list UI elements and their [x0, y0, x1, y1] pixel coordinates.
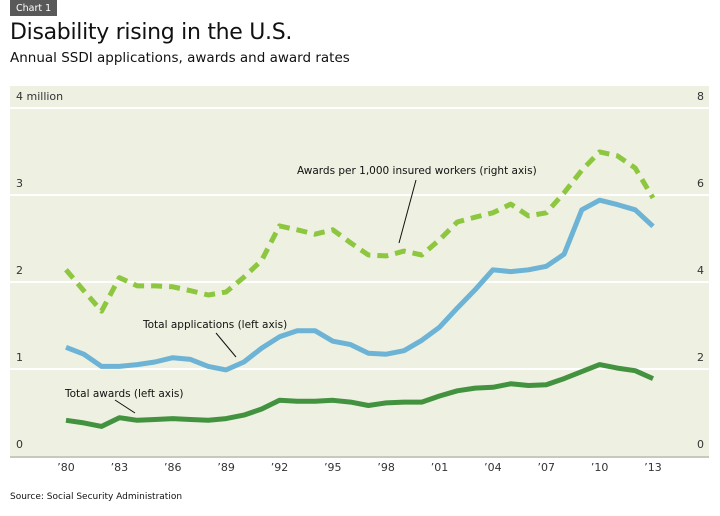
x-tick-label: ’80	[57, 461, 75, 474]
x-tick-label: ’01	[431, 461, 449, 474]
x-tick-label: ’13	[644, 461, 662, 474]
chart-title: Disability rising in the U.S.	[10, 20, 293, 45]
x-tick-label: ’98	[377, 461, 395, 474]
x-tick-label: ’10	[591, 461, 609, 474]
x-tick-label: ’83	[111, 461, 129, 474]
y-tick-label-left: 1	[16, 351, 23, 364]
annotation-leader-line	[398, 179, 417, 244]
y-axis-left: 0 1 2 3 4 million	[16, 90, 63, 451]
annotation-label: Total awards (left axis)	[64, 388, 184, 400]
y-tick-label-left: 2	[16, 264, 23, 277]
plot-panel	[10, 86, 709, 456]
y-axis-right: 0 2 4 6 8	[697, 90, 704, 451]
y-tick-label-right: 0	[697, 438, 704, 451]
x-tick-label: ’86	[164, 461, 182, 474]
y-tick-label-right: 6	[697, 177, 704, 190]
x-tick-label: ’95	[324, 461, 342, 474]
awards-line	[65, 362, 655, 429]
x-tick-label: ’07	[538, 461, 556, 474]
y-tick-label-left: 3	[16, 177, 23, 190]
annotation-leader-line	[215, 332, 237, 358]
applications-line	[65, 197, 655, 373]
x-axis: ’80 ’83 ’86 ’89 ’92 ’95 ’98 ’01 ’04 ’07 ’10 ’13	[57, 461, 662, 474]
x-tick-label: ’89	[217, 461, 235, 474]
chart-number-badge: Chart 1	[10, 0, 58, 16]
annotation-label: Awards per 1,000 insured workers (right …	[297, 165, 537, 177]
source-note: Source: Social Security Administration	[10, 492, 183, 502]
y-tick-label-right: 8	[697, 90, 704, 103]
x-tick-label: ’92	[271, 461, 289, 474]
award-rate-line	[64, 149, 656, 314]
annotation-leader-line	[114, 399, 136, 414]
annotation-label: Total applications (left axis)	[142, 319, 287, 331]
y-tick-label-right: 2	[697, 351, 704, 364]
series-lines	[64, 149, 656, 429]
y-tick-label-left: 4 million	[16, 90, 63, 103]
y-tick-label-right: 4	[697, 264, 704, 277]
x-tick-label: ’04	[484, 461, 502, 474]
annotations: Awards per 1,000 insured workers (right …	[64, 165, 537, 414]
chart-subtitle: Annual SSDI applications, awards and awa…	[10, 50, 350, 66]
y-tick-label-left: 0	[16, 438, 23, 451]
